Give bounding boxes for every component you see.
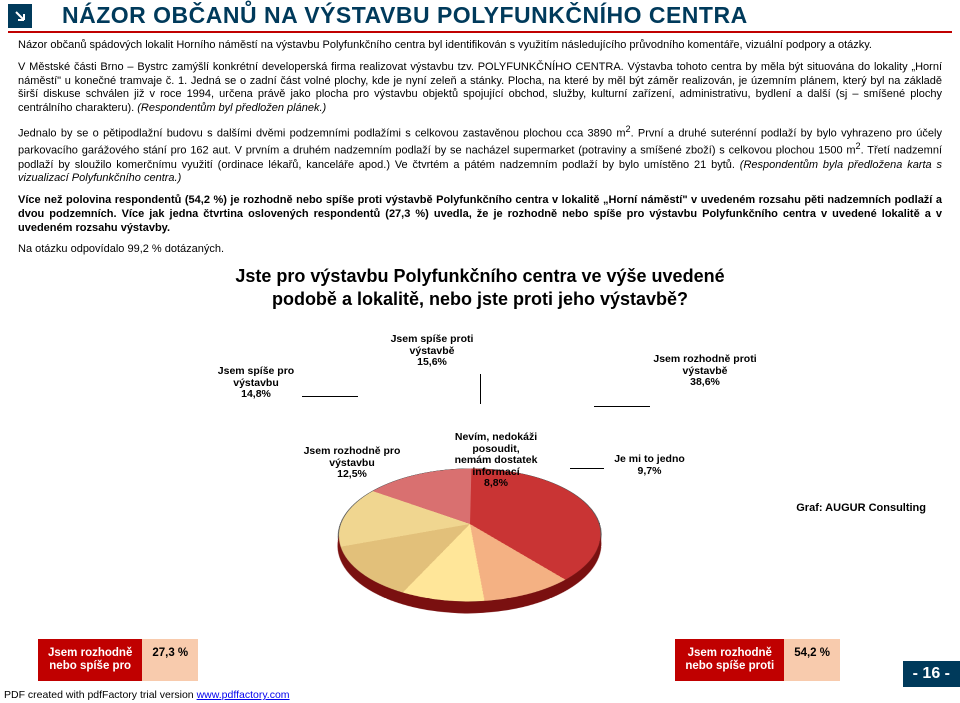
divider [8,31,952,33]
page-title: NÁZOR OBČANŮ NA VÝSTAVBU POLYFUNKČNÍHO C… [62,2,748,29]
summary-pro-value: 27,3 % [142,639,198,681]
label-nevim: Nevím, nedokáži posoudit, nemám dostatek… [454,432,538,490]
bold-summary: Více než polovina respondentů (54,2 %) j… [18,194,942,235]
label-jedno: Je mi to jedno9,7% [602,454,697,477]
summary-pro-label: Jsem rozhodně nebo spíše pro [38,639,142,681]
pdf-footer: PDF created with pdfFactory trial versio… [4,689,290,701]
label-rozhodne-proti: Jsem rozhodně proti výstavbě38,6% [650,354,760,389]
intro-paragraph: Názor občanů spádových lokalit Horního n… [18,39,942,53]
label-spise-proti: Jsem spíše proti výstavbě15,6% [382,334,482,369]
arrow-down-right-icon [8,4,32,28]
summary-proti-value: 54,2 % [784,639,840,681]
pie-chart: Jsem spíše pro výstavbu14,8% Jsem spíše … [20,314,940,544]
response-rate: Na otázku odpovídalo 99,2 % dotázaných. [18,243,942,257]
leader-line [570,468,604,469]
body-text: Názor občanů spádových lokalit Horního n… [0,39,960,310]
leader-line [302,396,358,397]
title-bar: NÁZOR OBČANŮ NA VÝSTAVBU POLYFUNKČNÍHO C… [0,0,960,29]
leader-line [480,374,481,404]
paragraph-1: V Městské části Brno – Bystrc zamýšlí ko… [18,61,942,116]
chart-attribution: Graf: AUGUR Consulting [796,502,926,514]
page-number: - 16 - [903,661,960,687]
leader-line [594,406,650,407]
pdf-factory-link[interactable]: www.pdffactory.com [197,689,290,701]
summary-boxes: Jsem rozhodně nebo spíše pro 27,3 % Jsem… [38,639,950,681]
summary-proti: Jsem rozhodně nebo spíše proti 54,2 % [675,639,840,681]
summary-proti-label: Jsem rozhodně nebo spíše proti [675,639,784,681]
summary-pro: Jsem rozhodně nebo spíše pro 27,3 % [38,639,198,681]
label-spise-pro: Jsem spíše pro výstavbu14,8% [206,366,306,401]
chart-title: Jste pro výstavbu Polyfunkčního centra v… [220,265,740,310]
label-rozhodne-pro: Jsem rozhodně pro výstavbu12,5% [302,446,402,481]
paragraph-2: Jednalo by se o pětipodlažní budovu s da… [18,124,942,186]
